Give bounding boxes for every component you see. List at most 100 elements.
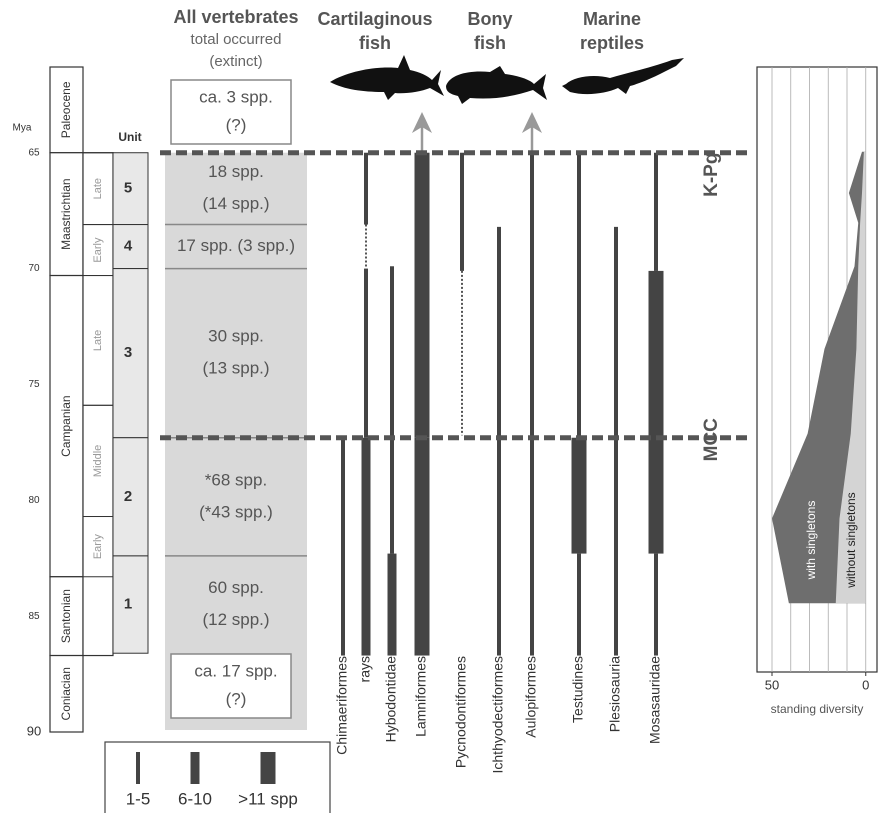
substage-label: Early bbox=[92, 534, 104, 560]
taxon-label: Lamniformes bbox=[413, 656, 429, 737]
vertebrates-count: ca. 17 spp. bbox=[194, 661, 277, 680]
group-header: Marine bbox=[583, 9, 641, 29]
stage-label: Campanian bbox=[59, 395, 73, 456]
taxon-label: Testudines bbox=[570, 656, 586, 723]
x-tick-label: 50 bbox=[765, 677, 779, 692]
range-bar bbox=[414, 437, 430, 656]
group-header: fish bbox=[474, 33, 506, 53]
vertebrates-count: 17 spp. (3 spp.) bbox=[177, 236, 295, 255]
area bbox=[835, 151, 866, 604]
unit-header: Unit bbox=[118, 130, 141, 144]
range-bar bbox=[390, 266, 394, 554]
range-bar bbox=[530, 152, 534, 656]
event-label: K-Pg bbox=[701, 153, 722, 197]
event-label: MCC bbox=[701, 418, 722, 462]
range-bar bbox=[577, 553, 581, 656]
area bbox=[772, 151, 866, 604]
range-bar bbox=[364, 268, 368, 438]
unit-label: 1 bbox=[124, 596, 132, 613]
arrow-head bbox=[412, 112, 432, 133]
substage-label: Late bbox=[92, 330, 104, 351]
stage-box bbox=[49, 654, 84, 733]
vertebrates-box bbox=[170, 79, 292, 145]
group-header: fish bbox=[359, 33, 391, 53]
range-bar bbox=[361, 437, 371, 656]
legend-mark bbox=[190, 752, 200, 784]
series-label: with singletons bbox=[804, 501, 818, 581]
range-bar bbox=[577, 152, 581, 438]
vertebrates-subheader: total occurred bbox=[191, 31, 282, 48]
legend-label: 6-10 bbox=[178, 789, 212, 808]
range-bar bbox=[341, 437, 345, 656]
taxon-label: Pycnodontiformes bbox=[453, 656, 469, 768]
time-tick-label: 80 bbox=[28, 495, 40, 506]
x-axis-label: standing diversity bbox=[771, 702, 864, 716]
vertebrates-count: (*43 spp.) bbox=[199, 502, 273, 521]
vertebrates-count: 18 spp. bbox=[208, 162, 264, 181]
vertebrates-count: 60 spp. bbox=[208, 578, 264, 597]
time-tick-label: 90 bbox=[27, 723, 41, 738]
range-bar bbox=[571, 437, 587, 554]
vertebrates-count: *68 spp. bbox=[205, 470, 267, 489]
vertebrates-count: ca. 3 spp. bbox=[199, 87, 273, 106]
taxon-label: rays bbox=[357, 656, 373, 682]
range-bar bbox=[654, 152, 658, 271]
substage-label: Middle bbox=[92, 445, 104, 477]
range-bar bbox=[387, 553, 397, 656]
time-tick-label: 65 bbox=[28, 147, 40, 158]
stage-label: Coniacian bbox=[59, 667, 73, 720]
shark-silhouette bbox=[330, 55, 444, 100]
taxon-label: Mosasauridae bbox=[647, 656, 663, 744]
vertebrates-count: (?) bbox=[226, 689, 247, 708]
group-header: Cartilaginous bbox=[317, 9, 432, 29]
substage-label: Early bbox=[92, 237, 104, 263]
vertebrates-count: (12 spp.) bbox=[202, 610, 269, 629]
x-tick-label: 0 bbox=[862, 677, 869, 692]
taxon-label: Plesiosauria bbox=[607, 656, 623, 732]
series-label: without singletons bbox=[844, 492, 858, 588]
unit-box bbox=[112, 268, 149, 439]
vertebrates-box bbox=[170, 653, 292, 719]
stage-box bbox=[49, 152, 84, 277]
substage-column bbox=[82, 152, 114, 657]
stage-label: Santonian bbox=[59, 589, 73, 643]
vertebrates-header: All vertebrates bbox=[173, 7, 298, 27]
taxon-label: Ichthyodectiformes bbox=[490, 656, 506, 774]
legend-label: 1-5 bbox=[126, 789, 151, 808]
stage-label: Paleocene bbox=[59, 81, 73, 138]
range-bar bbox=[654, 553, 658, 656]
legend-mark bbox=[136, 752, 140, 784]
range-bar bbox=[460, 152, 464, 271]
range-bar bbox=[614, 226, 618, 656]
unit-label: 2 bbox=[124, 488, 132, 505]
vertebrates-subheader: (extinct) bbox=[209, 53, 262, 70]
time-tick-label: 75 bbox=[28, 379, 40, 390]
range-bar bbox=[364, 152, 368, 225]
taxon-label: Chimaeriformes bbox=[334, 656, 350, 755]
group-header: Bony bbox=[468, 9, 513, 29]
unit-label: 4 bbox=[124, 238, 133, 255]
unit-label: 5 bbox=[124, 180, 132, 197]
unit-label: 3 bbox=[124, 344, 132, 361]
legend-box bbox=[104, 741, 331, 813]
vertebrates-count: 30 spp. bbox=[208, 327, 264, 346]
taxon-label: Aulopiformes bbox=[523, 656, 539, 738]
range-bar bbox=[497, 226, 501, 656]
arrow-head bbox=[522, 112, 542, 133]
vertebrates-count: (13 spp.) bbox=[202, 359, 269, 378]
vertebrates-count: (14 spp.) bbox=[202, 194, 269, 213]
vertebrates-count: (?) bbox=[226, 115, 247, 134]
bony-fish-silhouette bbox=[446, 66, 547, 104]
range-bar bbox=[414, 152, 430, 438]
legend-label: >11 spp bbox=[238, 789, 298, 808]
unit-box bbox=[112, 437, 149, 557]
time-axis-label: Mya bbox=[13, 123, 32, 134]
group-header: reptiles bbox=[580, 33, 644, 53]
time-tick-label: 85 bbox=[28, 611, 40, 622]
taxon-label: Hybodontidae bbox=[383, 656, 399, 743]
range-bar bbox=[648, 270, 664, 554]
stage-label: Maastrichtian bbox=[59, 178, 73, 249]
vertebrates-column bbox=[165, 152, 307, 731]
